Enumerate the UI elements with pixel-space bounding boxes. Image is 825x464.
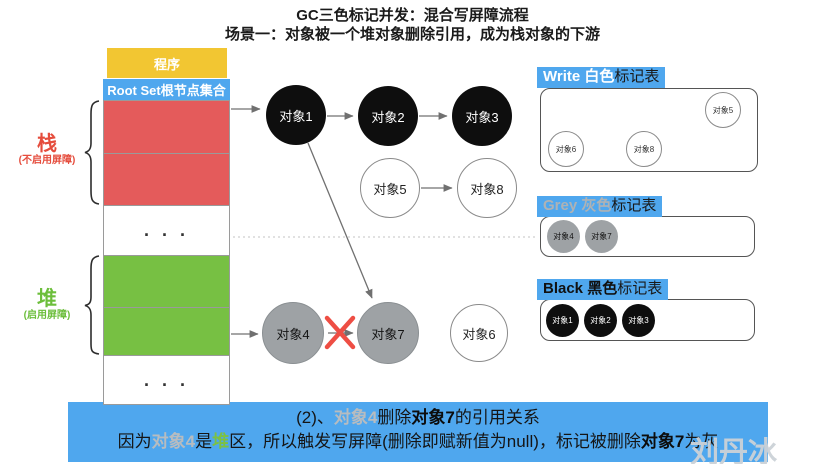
heap-name: 堆 — [37, 288, 57, 310]
node-obj6: 对象6 — [450, 304, 508, 362]
black-table-title-color: Black 黑色 — [543, 280, 618, 297]
node-obj3: 对象3 — [452, 86, 512, 146]
heap-cell-2 — [103, 307, 230, 356]
grey-table-title-suffix: 标记表 — [611, 197, 657, 214]
black-table-item-obj1: 对象1 — [546, 304, 579, 337]
arrow-obj1-to-obj7 — [307, 142, 373, 299]
caption-l1-obj4: 对象4 — [333, 408, 378, 427]
heap-cell-1 — [103, 255, 230, 308]
white-table-item-obj6: 对象6 — [548, 131, 584, 167]
caption-l1-suffix: 的引用关系 — [454, 408, 540, 427]
caption-l2-p1: 因为 — [117, 432, 152, 451]
watermark: 刘丹冰Aceld — [690, 437, 778, 464]
caption-l2-p3: 区，所以触发写屏障(删除即赋新值为null)，标记被删除 — [229, 432, 641, 451]
caption-l1-obj7: 对象7 — [411, 408, 455, 427]
white-table-title-color: Write 白色 — [543, 68, 615, 85]
grey-table-title-color: Grey 灰色 — [543, 197, 612, 214]
node-obj1: 对象1 — [266, 85, 326, 145]
caption-l2-p2: 是 — [195, 432, 213, 451]
black-table-header: Black 黑色标记表 — [537, 279, 669, 300]
title-line2: 场景一：对象被一个堆对象删除引用，成为栈对象的下游 — [224, 26, 600, 43]
node-obj7: 对象7 — [357, 302, 419, 364]
white-table-item-obj5: 对象5 — [705, 92, 741, 128]
node-obj8: 对象8 — [457, 158, 517, 218]
stack-ellipsis-cell: . . . — [103, 205, 230, 256]
caption-band: (2)、对象4删除对象7的引用关系 因为对象4是堆区，所以触发写屏障(删除即赋新… — [68, 402, 768, 462]
program-cell: 程序 — [107, 48, 227, 78]
caption-l2-obj7: 对象7 — [640, 432, 685, 451]
heap-brace — [84, 255, 100, 355]
caption-l1-prefix: (2)、 — [296, 408, 334, 427]
heap-note: (启用屏障) — [23, 310, 71, 321]
stack-cell-2 — [103, 153, 230, 206]
white-table-title-suffix: 标记表 — [614, 68, 660, 85]
caption-l2-p4: 为灰 — [684, 432, 719, 451]
stack-region-label: 栈 (不启用屏障) — [6, 133, 88, 167]
stack-cell-1 — [103, 100, 230, 154]
caption-line1: (2)、对象4删除对象7的引用关系 — [68, 406, 768, 430]
node-obj2: 对象2 — [358, 86, 418, 146]
title-line1: GC三色标记并发：混合写屏障流程 — [296, 7, 529, 24]
grey-table-item-obj7: 对象7 — [585, 220, 618, 253]
caption-l1-mid: 删除 — [377, 408, 412, 427]
diagram-title: GC三色标记并发：混合写屏障流程 场景一：对象被一个堆对象删除引用，成为栈对象的… — [0, 6, 825, 44]
heap-region-label: 堆 (启用屏障) — [6, 288, 88, 322]
grey-table-item-obj4: 对象4 — [547, 220, 580, 253]
grey-table-header: Grey 灰色标记表 — [537, 196, 663, 217]
stack-brace — [84, 100, 100, 205]
caption-line2: 因为对象4是堆区，所以触发写屏障(删除即赋新值为null)，标记被删除对象7为灰 — [68, 430, 768, 454]
delete-x-icon — [324, 315, 356, 350]
stack-note: (不启用屏障) — [18, 155, 76, 166]
white-table-item-obj8: 对象8 — [626, 131, 662, 167]
rootset-cell: Root Set根节点集合 — [103, 79, 230, 100]
node-obj5: 对象5 — [360, 158, 420, 218]
black-table-item-obj3: 对象3 — [622, 304, 655, 337]
black-table-title-suffix: 标记表 — [617, 280, 663, 297]
caption-l2-obj4: 对象4 — [151, 432, 196, 451]
stack-name: 栈 — [37, 133, 57, 155]
caption-l2-heap: 堆 — [212, 432, 230, 451]
heap-ellipsis-cell: . . . — [103, 355, 230, 405]
white-table-header: Write 白色标记表 — [537, 67, 666, 88]
node-obj4: 对象4 — [262, 302, 324, 364]
black-table-item-obj2: 对象2 — [584, 304, 617, 337]
